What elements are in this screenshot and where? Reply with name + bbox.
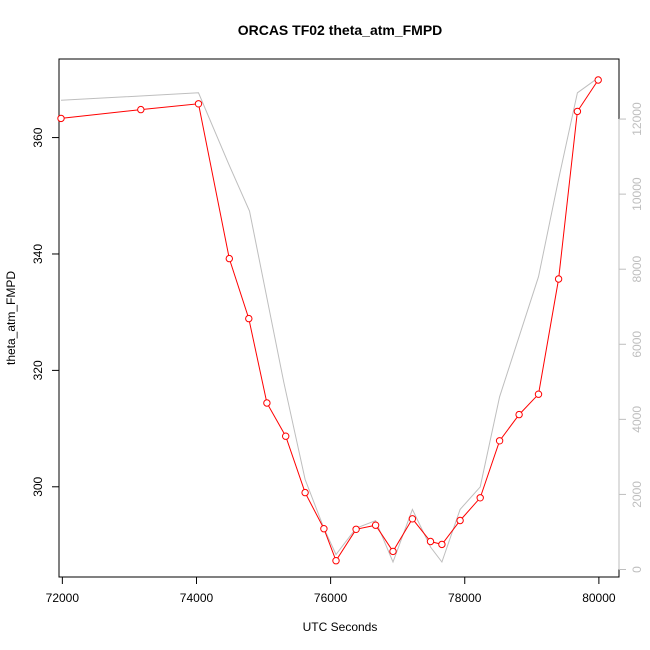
data-point [57,114,65,123]
plot-frame [58,58,620,578]
y2-tick-label: 0 [630,566,644,573]
y-tick-label: 320 [31,360,45,380]
data-point [225,254,234,263]
data-point [389,547,397,556]
x-axis-label: UTC Seconds [303,620,378,634]
y2-tick-label: 6000 [630,331,644,358]
data-point [137,105,145,114]
x-tick-label: 78000 [448,591,482,605]
y2-tick-label: 10000 [630,177,644,211]
data-point [534,390,543,398]
x-tick-label: 76000 [314,591,348,605]
series-left-line [60,79,599,562]
x-tick-label: 72000 [46,591,80,605]
y2-tick-label: 4000 [630,406,644,433]
data-point [554,275,563,283]
y2-tick-label: 8000 [630,256,644,283]
data-point [352,525,360,533]
y2-tick-label: 12000 [630,102,644,136]
data-point [456,516,464,525]
x-tick-label: 74000 [180,591,214,605]
data-point [282,432,290,440]
y-tick-label: 340 [31,244,45,264]
data-point [263,399,271,407]
data-point [194,100,203,108]
series-right-line [60,77,599,564]
chart-title: ORCAS TF02 theta_atm_FMPD [238,22,443,38]
data-point [573,107,582,116]
y-tick-label: 360 [31,127,45,147]
data-point [426,537,435,546]
ticks-layer: 72000 74000 76000 78000 80000 300 320 340 360 0 20… [31,102,644,605]
y-tick-label: 300 [31,476,45,496]
data-point [515,410,523,419]
data-point [594,76,602,84]
y2-tick-label: 2000 [630,481,644,508]
data-point [320,525,328,533]
data-point [408,515,417,523]
data-point [476,494,484,502]
data-point [332,557,340,565]
data-point [301,488,309,497]
data-point [495,437,504,445]
data-point [371,521,380,529]
data-point [438,540,446,549]
series-layer [57,76,602,565]
data-point [245,314,253,323]
x-tick-label: 80000 [582,591,616,605]
y-axis-label: theta_atm_FMPD [4,271,18,365]
